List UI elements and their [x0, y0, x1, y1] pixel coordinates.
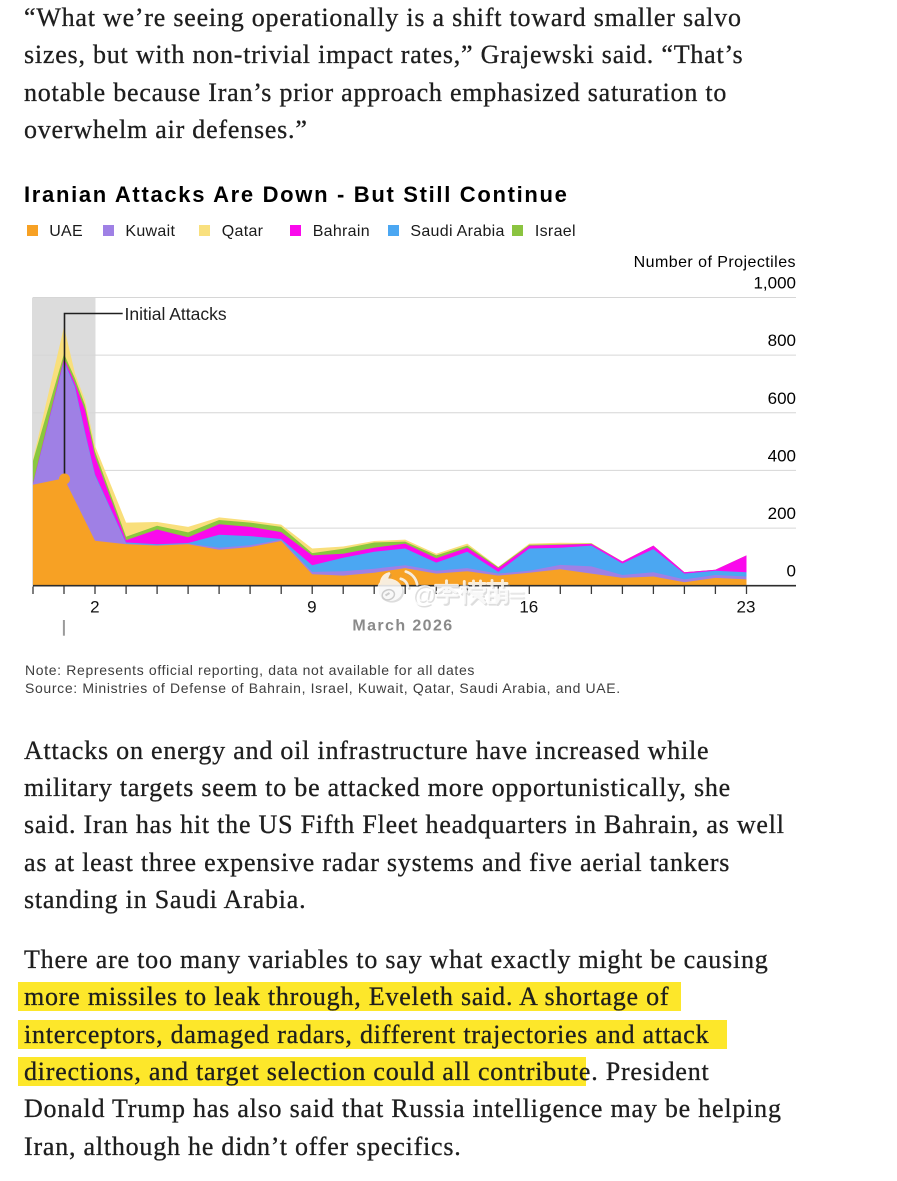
svg-text:1,000: 1,000: [753, 274, 796, 293]
svg-text:600: 600: [768, 389, 796, 408]
svg-text:Initial Attacks: Initial Attacks: [125, 304, 227, 324]
svg-text:2: 2: [90, 598, 99, 617]
svg-text:800: 800: [768, 331, 796, 350]
svg-text:200: 200: [768, 504, 796, 523]
svg-text:@: @: [412, 581, 436, 608]
svg-text:Number of Projectiles: Number of Projectiles: [634, 254, 796, 271]
svg-text:16: 16: [519, 598, 538, 617]
svg-text:400: 400: [768, 446, 796, 465]
svg-text:March 2026: March 2026: [352, 618, 453, 635]
svg-text:9: 9: [307, 598, 316, 617]
svg-text:23: 23: [737, 598, 756, 617]
svg-text:0: 0: [787, 562, 796, 581]
svg-text:@: @: [413, 583, 437, 610]
